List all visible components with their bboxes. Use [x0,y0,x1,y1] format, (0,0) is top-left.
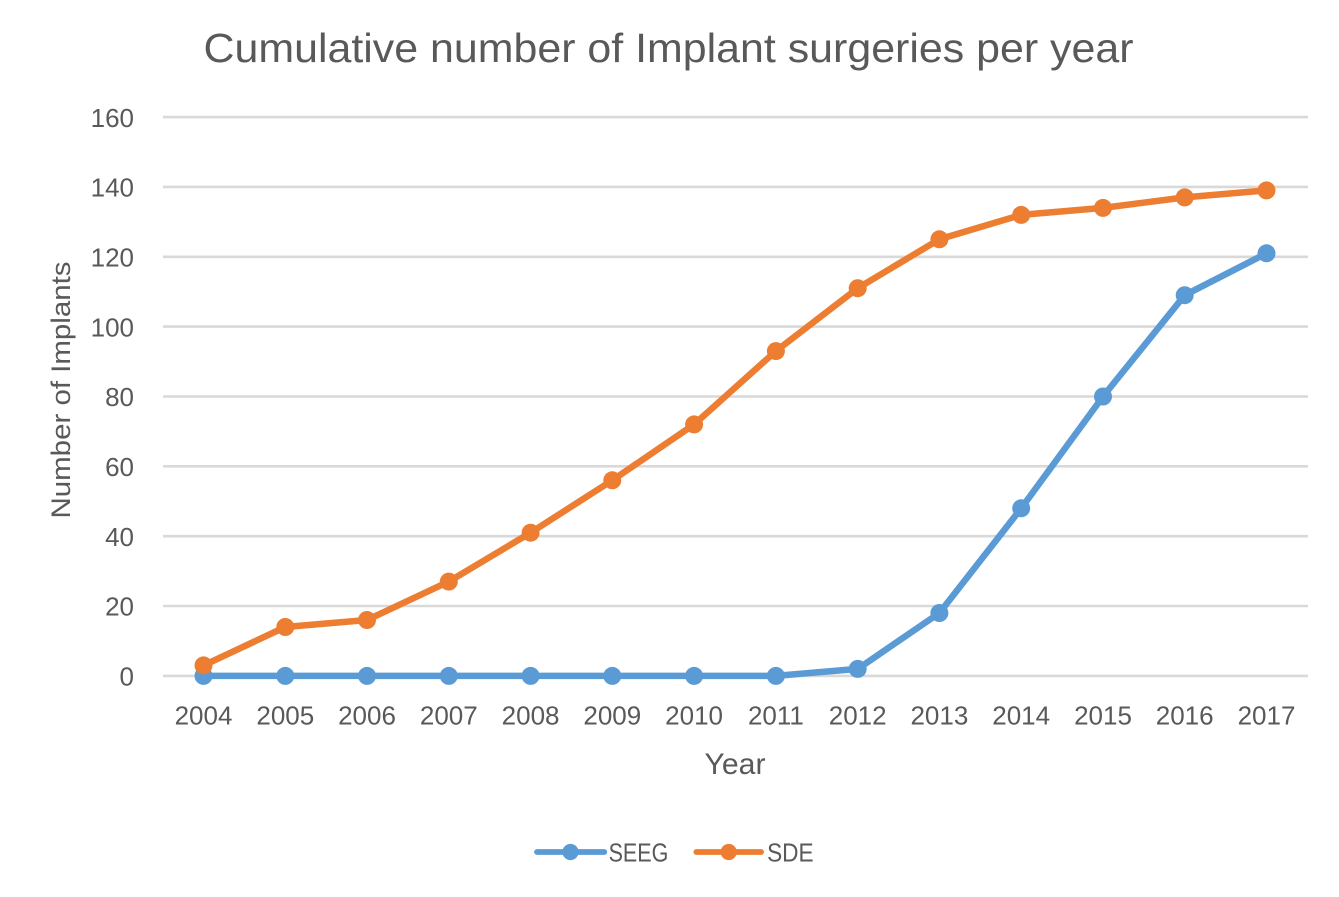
svg-text:0: 0 [120,662,134,692]
svg-text:Number of Implants: Number of Implants [46,262,76,519]
svg-text:20: 20 [105,592,134,622]
svg-text:SEEG: SEEG [609,838,669,868]
svg-text:160: 160 [91,103,134,133]
svg-text:2015: 2015 [1074,700,1132,730]
svg-text:140: 140 [91,173,134,203]
svg-text:2004: 2004 [175,700,233,730]
svg-text:2007: 2007 [420,700,478,730]
svg-text:2005: 2005 [256,700,314,730]
svg-text:2017: 2017 [1238,700,1296,730]
svg-text:Year: Year [705,748,766,781]
svg-text:80: 80 [105,382,134,412]
svg-text:60: 60 [105,452,134,482]
svg-text:40: 40 [105,522,134,552]
svg-text:2009: 2009 [583,700,641,730]
svg-text:2013: 2013 [910,700,968,730]
svg-text:2011: 2011 [748,700,804,730]
svg-text:100: 100 [91,312,134,342]
svg-text:2014: 2014 [992,700,1050,730]
svg-text:120: 120 [91,243,134,273]
svg-text:2006: 2006 [338,700,396,730]
svg-text:2016: 2016 [1156,700,1214,730]
svg-text:2008: 2008 [502,700,560,730]
svg-text:2012: 2012 [829,700,887,730]
svg-text:SDE: SDE [767,838,814,868]
svg-text:Cumulative number of Implant s: Cumulative number of Implant surgeries p… [204,25,1134,71]
svg-text:2010: 2010 [665,700,723,730]
